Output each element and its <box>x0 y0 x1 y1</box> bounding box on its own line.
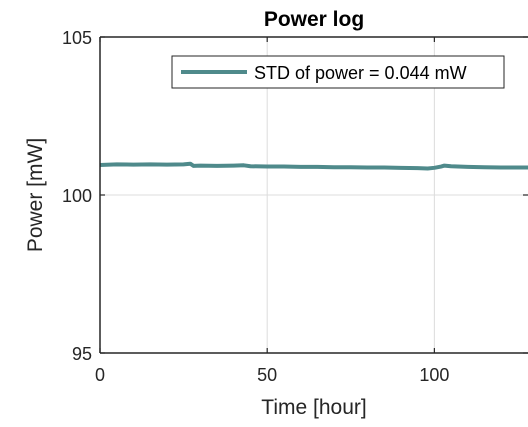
grid <box>100 37 528 353</box>
y-tick-label-100: 100 <box>62 186 92 206</box>
x-tick-label-0: 0 <box>95 365 105 385</box>
ticks: 0 50 100 95 100 105 <box>62 28 528 385</box>
y-axis-label: Power [mW] <box>24 138 47 252</box>
chart-title: Power log <box>264 8 364 31</box>
legend-label: STD of power = 0.044 mW <box>254 63 467 83</box>
legend: STD of power = 0.044 mW <box>171 55 505 89</box>
y-tick-label-95: 95 <box>72 344 92 364</box>
x-tick-label-50: 50 <box>257 365 277 385</box>
x-axis-label: Time [hour] <box>261 396 366 419</box>
x-tick-label-100: 100 <box>419 365 449 385</box>
y-tick-label-105: 105 <box>62 28 92 48</box>
series-group <box>99 161 528 171</box>
